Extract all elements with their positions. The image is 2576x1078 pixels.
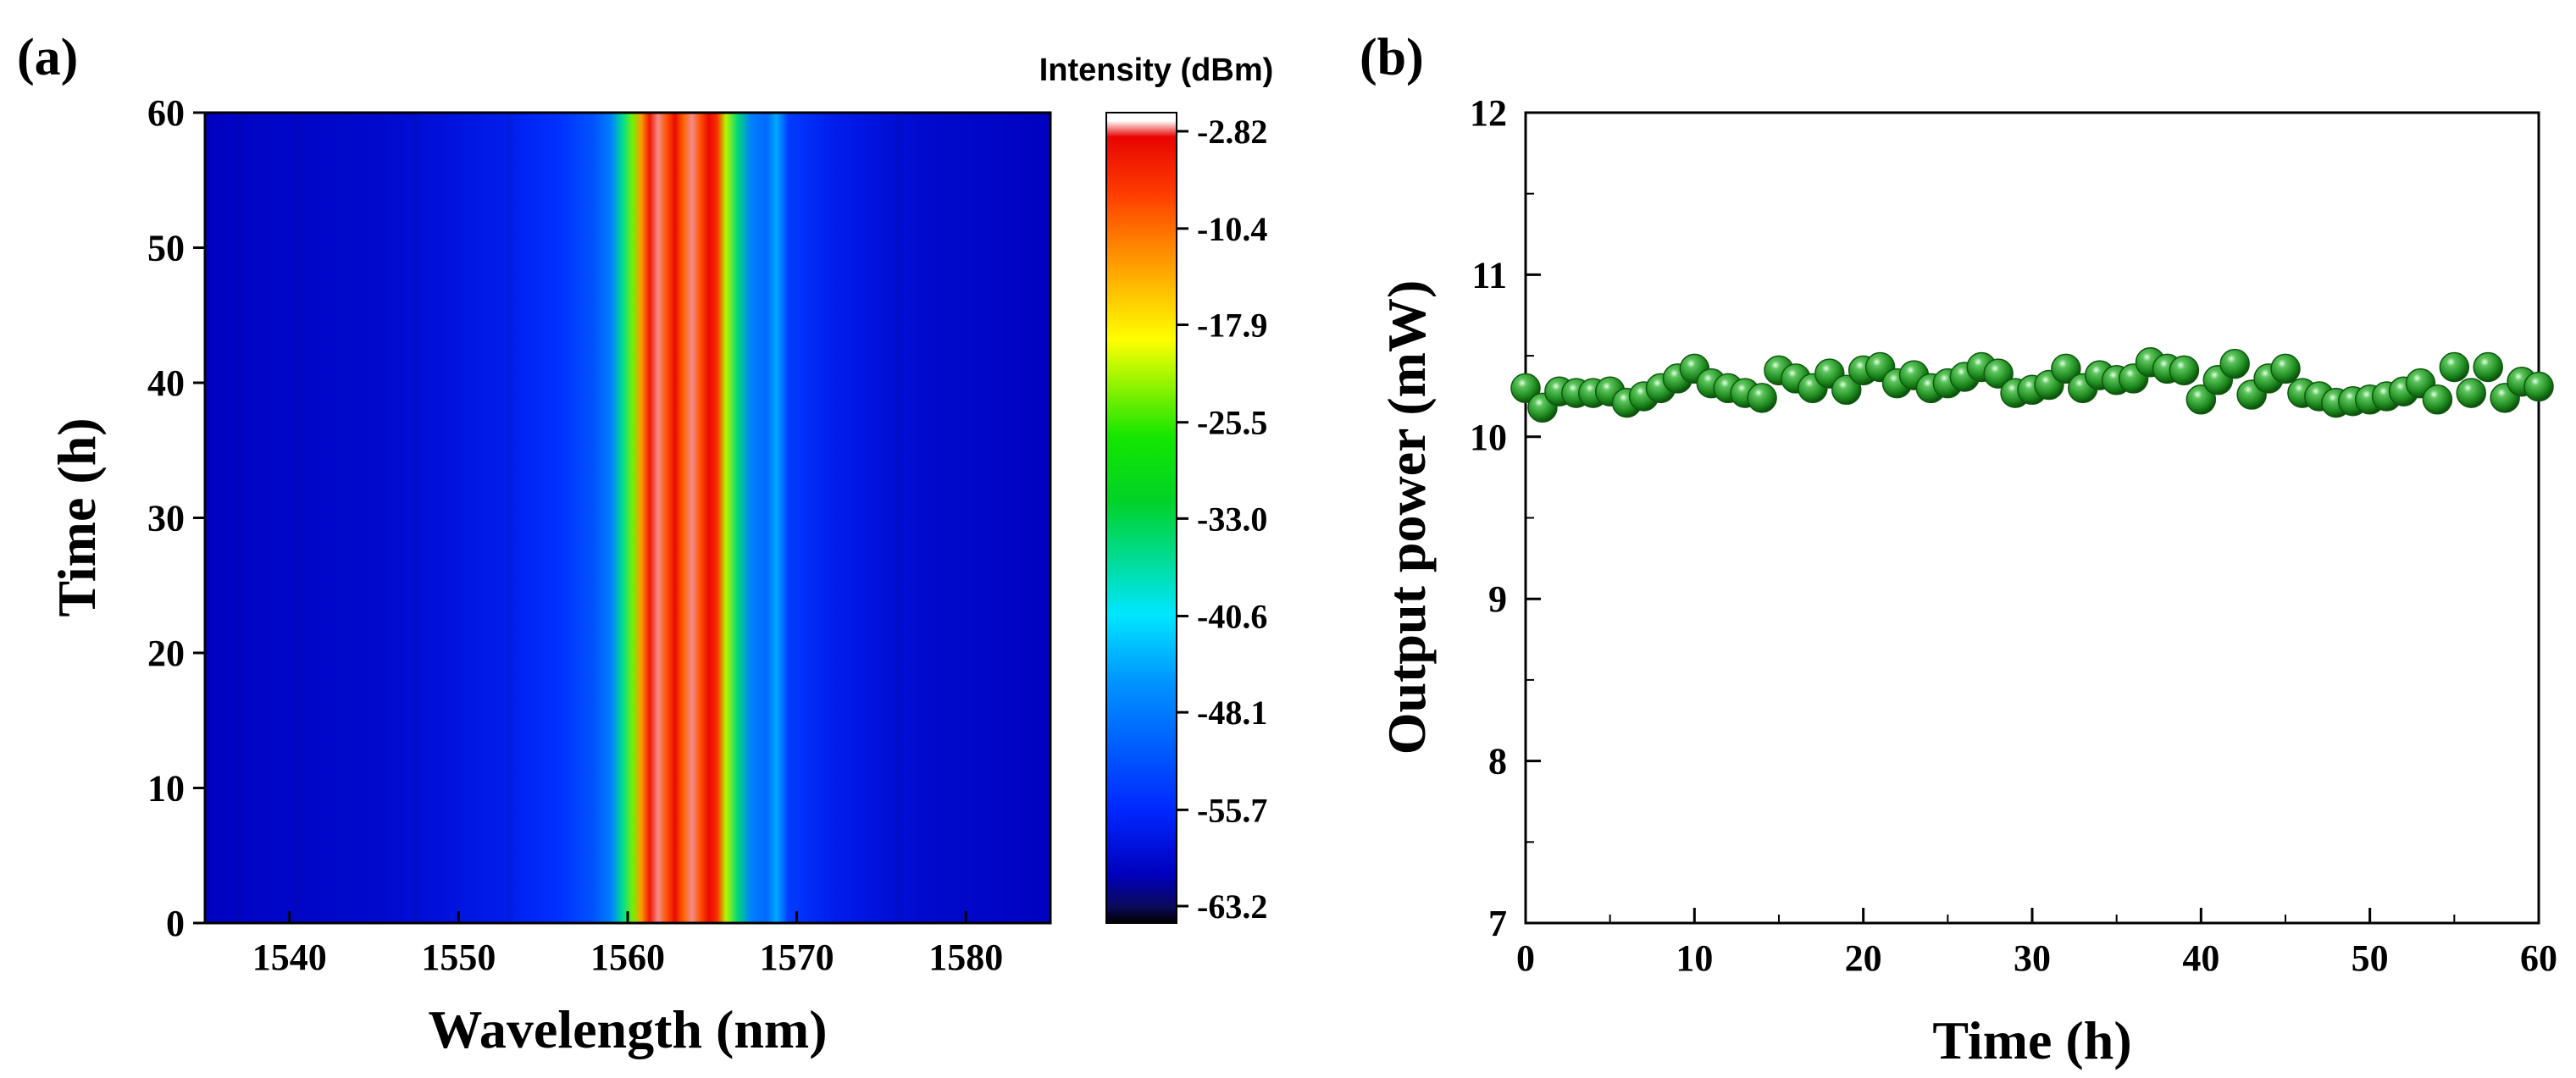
- scatter-x-axis-title: Time (h): [1932, 1010, 2131, 1070]
- colorbar-gradient: [1105, 112, 1177, 924]
- scatter-plot-area: [1524, 111, 2540, 925]
- heatmap-streak: [895, 113, 902, 923]
- scatter-point: [2473, 351, 2503, 383]
- colorbar-tick-label: -17.9: [1197, 307, 1267, 345]
- colorbar-tick-label: -63.2: [1197, 887, 1267, 926]
- heatmap-area: [205, 113, 1050, 923]
- colorbar-tick-label: -40.6: [1197, 598, 1267, 636]
- scatter-point: [2523, 371, 2554, 402]
- heatmap-y-tick-label: 10: [147, 768, 185, 810]
- scatter-point: [1831, 374, 1862, 406]
- heatmap-panel: 1540 1550 1560 1570 1580 0 10 20 30 40 50 60 Wavel…: [47, 92, 1052, 1059]
- panel-b-label: (b): [1360, 29, 1424, 86]
- heatmap-y-tick-label: 50: [147, 228, 185, 269]
- scatter-panel: 0 10 20 30 40 50 60 7 8 9 10 11 12 Time (h) Output …: [1377, 92, 2557, 1070]
- scatter-x-tick-label: 50: [2352, 937, 2389, 979]
- scatter-x-tick-label: 30: [2014, 937, 2051, 979]
- scatter-point: [2439, 351, 2470, 383]
- scatter-point: [2456, 378, 2487, 408]
- heatmap-y-tick-label: 0: [166, 903, 185, 944]
- colorbar-tick-label: -25.5: [1197, 404, 1267, 442]
- scatter-x-tick-label: 10: [1676, 937, 1713, 979]
- scatter-y-tick-label: 8: [1488, 741, 1507, 782]
- colorbar-tick-label: -33.0: [1197, 500, 1267, 538]
- heatmap-y-axis-title: Time (h): [47, 417, 107, 616]
- colorbar: Intensity (dBm) -2.82 -10.4 -17.9 -25.5 -33.…: [1039, 53, 1274, 926]
- scatter-y-tick-label: 9: [1488, 578, 1507, 620]
- scatter-point: [1747, 383, 1777, 413]
- heatmap-x-tick-label: 1570: [760, 937, 834, 978]
- heatmap-y-tick-label: 60: [147, 92, 185, 134]
- scatter-point: [2051, 353, 2081, 384]
- colorbar-tick-label: -2.82: [1197, 113, 1267, 151]
- heatmap-streak: [235, 113, 242, 923]
- heatmap-x-tick-label: 1560: [590, 937, 665, 978]
- heatmap-x-tick-label: 1540: [252, 937, 327, 978]
- heatmap-y-tick-label: 20: [147, 633, 185, 674]
- heatmap-x-tick-label: 1550: [421, 937, 496, 978]
- scatter-y-tick-label: 10: [1470, 417, 1507, 458]
- scatter-point: [2422, 384, 2453, 415]
- heatmap-x-axis-title: Wavelength (nm): [428, 999, 827, 1059]
- colorbar-tick-label: -48.1: [1197, 694, 1267, 732]
- scatter-point: [2169, 355, 2200, 386]
- scatter-x-tick-label: 20: [1845, 937, 1882, 979]
- colorbar-title: Intensity (dBm): [1039, 53, 1274, 88]
- panel-a-label: (a): [17, 29, 78, 86]
- heatmap-streak: [294, 113, 302, 923]
- scatter-point: [2270, 353, 2301, 384]
- heatmap-streak: [506, 113, 513, 923]
- heatmap-x-tick-label: 1580: [928, 937, 1003, 978]
- scatter-point: [2219, 348, 2250, 379]
- scatter-y-axis-title: Output power (mW): [1377, 280, 1437, 755]
- scatter-y-tick-label: 12: [1470, 92, 1507, 134]
- heatmap-streak: [413, 113, 420, 923]
- scatter-point: [2185, 384, 2217, 415]
- scatter-x-tick-label: 60: [2520, 937, 2557, 979]
- heatmap-y-tick-label: 30: [147, 498, 185, 539]
- scatter-x-tick-label: 40: [2182, 937, 2219, 979]
- heatmap-y-tick-label: 40: [147, 362, 185, 404]
- colorbar-tick-label: -10.4: [1197, 210, 1267, 248]
- scatter-x-tick-label: 0: [1516, 937, 1535, 979]
- colorbar-tick-label: -55.7: [1197, 791, 1267, 829]
- scatter-y-tick-label: 7: [1488, 903, 1507, 944]
- scatter-point: [1510, 373, 1541, 404]
- scatter-point: [1983, 358, 2014, 389]
- scatter-y-tick-label: 11: [1471, 254, 1507, 296]
